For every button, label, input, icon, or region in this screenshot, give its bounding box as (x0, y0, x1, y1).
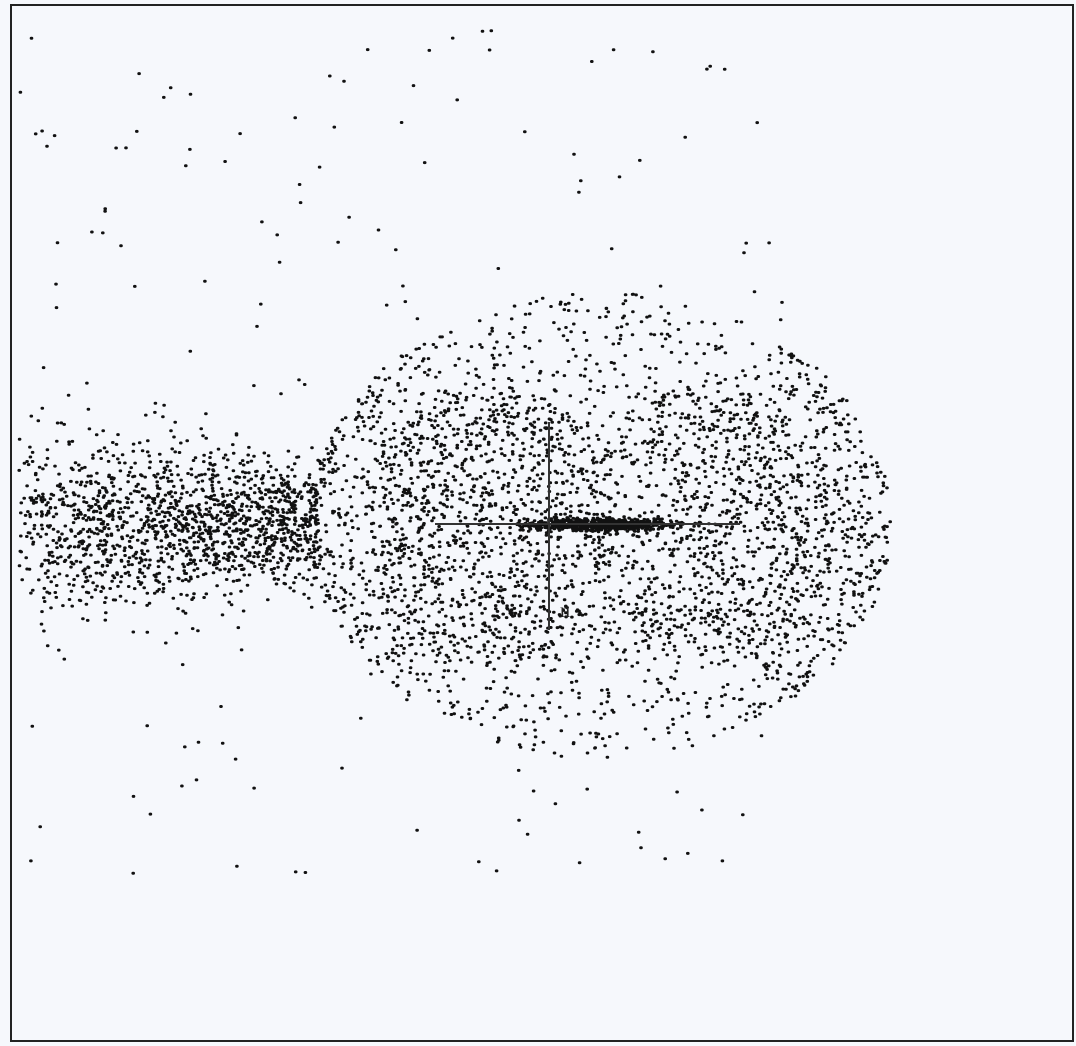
point-cloud (17, 29, 892, 875)
points (17, 29, 892, 875)
figure-label: n (560, 600, 570, 622)
frame (10, 4, 1074, 1042)
